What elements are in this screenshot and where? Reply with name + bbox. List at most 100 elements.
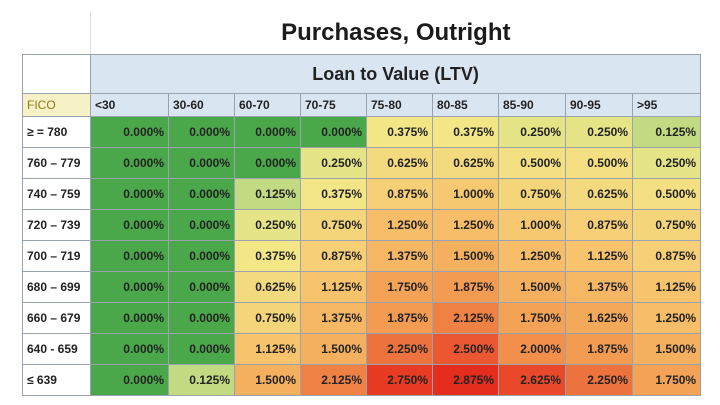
adjustment-cell: 0.750%: [300, 209, 367, 241]
adjustment-cell: 2.500%: [432, 333, 499, 365]
fico-range-label: 720 – 739: [22, 209, 91, 241]
adjustment-cell: 0.625%: [565, 178, 633, 210]
ltv-column-header: 85-90: [498, 93, 566, 117]
ltv-column-header: >95: [631, 93, 702, 117]
adjustment-cell: 1.750%: [631, 364, 702, 396]
adjustment-cell: 0.000%: [234, 116, 301, 148]
adjustment-cell: 0.500%: [498, 147, 566, 179]
ltv-column-header: 75-80: [366, 93, 433, 117]
table-row: 760 – 779 0.000% 0.000% 0.000% 0.250% 0.625% 0…: [22, 147, 702, 179]
adjustment-cell: 0.500%: [565, 147, 633, 179]
fico-range-label: 740 – 759: [22, 178, 91, 210]
adjustment-cell: 0.125%: [168, 364, 235, 396]
ltv-column-header: <30: [90, 93, 169, 117]
adjustment-cell: 1.000%: [432, 178, 499, 210]
adjustment-cell: 1.500%: [631, 333, 702, 365]
adjustment-cell: 0.875%: [366, 178, 433, 210]
adjustment-cell: 0.000%: [300, 116, 367, 148]
table-title: Purchases, Outright: [89, 12, 701, 55]
adjustment-cell: 0.250%: [565, 116, 633, 148]
ltv-column-header: 80-85: [432, 93, 499, 117]
adjustment-cell: 1.000%: [498, 209, 566, 241]
table-row: 700 – 719 0.000% 0.000% 0.375% 0.875% 1.375% 1…: [22, 240, 702, 272]
adjustment-cell: 1.750%: [366, 271, 433, 303]
adjustment-cell: 1.125%: [234, 333, 301, 365]
fico-range-label: 760 – 779: [22, 147, 91, 179]
adjustment-cell: 1.750%: [498, 302, 566, 334]
adjustment-cell: 0.375%: [234, 240, 301, 272]
ltv-header: Loan to Value (LTV): [89, 54, 702, 94]
adjustment-cell: 0.750%: [234, 302, 301, 334]
adjustment-cell: 1.500%: [432, 240, 499, 272]
adjustment-cell: 1.875%: [565, 333, 633, 365]
adjustment-cell: 0.000%: [168, 333, 235, 365]
adjustment-cell: 0.000%: [168, 147, 235, 179]
adjustment-cell: 0.250%: [300, 147, 367, 179]
adjustment-cell: 0.125%: [631, 116, 702, 148]
adjustment-cell: 0.000%: [168, 302, 235, 334]
adjustment-cell: 0.000%: [168, 271, 235, 303]
table-row: 660 – 679 0.000% 0.000% 0.750% 1.375% 1.875% 2…: [22, 302, 702, 334]
pricing-grid: Purchases, Outright Loan to Value (LTV) …: [22, 12, 702, 396]
adjustment-cell: 0.000%: [90, 333, 169, 365]
fico-range-label: ≥ = 780: [22, 116, 91, 148]
corner-blank: [22, 12, 91, 55]
adjustment-cell: 0.750%: [498, 178, 566, 210]
fico-range-label: 700 – 719: [22, 240, 91, 272]
adjustment-cell: 2.750%: [366, 364, 433, 396]
adjustment-cell: 0.000%: [90, 209, 169, 241]
fico-header: FICO: [22, 93, 91, 117]
adjustment-cell: 2.875%: [432, 364, 499, 396]
adjustment-cell: 0.000%: [168, 116, 235, 148]
adjustment-cell: 2.125%: [432, 302, 499, 334]
adjustment-cell: 0.000%: [90, 240, 169, 272]
table-row: 720 – 739 0.000% 0.000% 0.250% 0.750% 1.250% 1…: [22, 209, 702, 241]
adjustment-cell: 2.250%: [366, 333, 433, 365]
pricing-grid-container: Purchases, Outright Loan to Value (LTV) …: [22, 12, 702, 396]
adjustment-cell: 0.375%: [300, 178, 367, 210]
adjustment-cell: 0.375%: [432, 116, 499, 148]
adjustment-cell: 0.000%: [234, 147, 301, 179]
ltv-column-header: 60-70: [234, 93, 301, 117]
adjustment-cell: 1.125%: [300, 271, 367, 303]
adjustment-cell: 1.125%: [631, 271, 702, 303]
ltv-column-header: 30-60: [168, 93, 235, 117]
adjustment-cell: 0.000%: [168, 209, 235, 241]
adjustment-cell: 0.875%: [631, 240, 702, 272]
table-row: ≥ = 780 0.000% 0.000% 0.000% 0.000% 0.375% 0.3…: [22, 116, 702, 148]
adjustment-cell: 2.625%: [498, 364, 566, 396]
adjustment-cell: 1.500%: [234, 364, 301, 396]
adjustment-cell: 1.375%: [565, 271, 633, 303]
adjustment-cell: 1.125%: [565, 240, 633, 272]
table-row: 680 – 699 0.000% 0.000% 0.625% 1.125% 1.750% 1…: [22, 271, 702, 303]
adjustment-cell: 0.875%: [565, 209, 633, 241]
adjustment-cell: 0.625%: [234, 271, 301, 303]
adjustment-cell: 0.250%: [631, 147, 702, 179]
adjustment-cell: 1.250%: [366, 209, 433, 241]
adjustment-cell: 2.125%: [300, 364, 367, 396]
fico-range-label: 680 – 699: [22, 271, 91, 303]
adjustment-cell: 0.000%: [168, 240, 235, 272]
fico-range-label: 660 – 679: [22, 302, 91, 334]
fico-range-label: 640 - 659: [22, 333, 91, 365]
adjustment-cell: 0.000%: [90, 364, 169, 396]
adjustment-cell: 0.000%: [168, 178, 235, 210]
table-row: 640 - 659 0.000% 0.000% 1.125% 1.500% 2.250% 2…: [22, 333, 702, 365]
adjustment-cell: 0.250%: [498, 116, 566, 148]
adjustment-cell: 0.125%: [234, 178, 301, 210]
fico-range-label: ≤ 639: [22, 364, 91, 396]
adjustment-cell: 1.250%: [498, 240, 566, 272]
ltv-column-header: 90-95: [565, 93, 633, 117]
adjustment-cell: 0.000%: [90, 116, 169, 148]
adjustment-cell: 0.875%: [300, 240, 367, 272]
adjustment-cell: 0.000%: [90, 271, 169, 303]
adjustment-cell: 1.375%: [300, 302, 367, 334]
adjustment-cell: 0.000%: [90, 302, 169, 334]
adjustment-cell: 0.250%: [234, 209, 301, 241]
ltv-column-header: 70-75: [300, 93, 367, 117]
table-row: ≤ 639 0.000% 0.125% 1.500% 2.125% 2.750% 2.875…: [22, 364, 702, 396]
adjustment-cell: 1.250%: [432, 209, 499, 241]
adjustment-cell: 0.625%: [366, 147, 433, 179]
adjustment-cell: 2.250%: [565, 364, 633, 396]
adjustment-cell: 0.375%: [366, 116, 433, 148]
